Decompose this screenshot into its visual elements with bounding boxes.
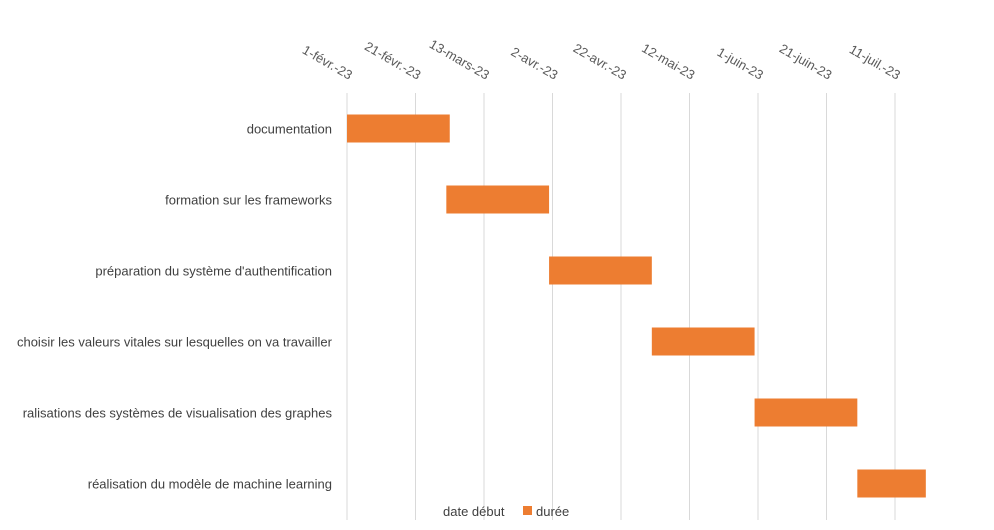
gantt-bar	[446, 185, 550, 214]
x-tick-labels: 1-févr.-23 21-févr.-23 13-mars-23 2-avr.-23…	[300, 36, 903, 82]
task-label: réalisation du modèle de machine learnin…	[88, 477, 332, 492]
x-tick-label: 21-juin-23	[777, 41, 835, 83]
gantt-bar	[857, 469, 926, 498]
legend-swatch-duree	[523, 506, 532, 515]
x-tick-label: 22-avr.-23	[571, 40, 629, 82]
x-tick-label: 2-avr.-23	[509, 44, 561, 83]
x-tick-label: 1-févr.-23	[300, 42, 355, 82]
x-tick-label: 21-févr.-23	[362, 39, 423, 83]
gantt-bar	[651, 327, 755, 356]
legend-label-date-debut: date début	[443, 504, 505, 519]
task-label: ralisations des systèmes de visualisatio…	[23, 406, 333, 421]
task-labels: documentation formation sur les framework…	[17, 122, 333, 492]
task-label: préparation du système d'authentificatio…	[95, 264, 332, 279]
gridlines	[346, 93, 896, 520]
x-tick-label: 13-mars-23	[427, 36, 492, 82]
gantt-bar	[347, 114, 450, 143]
x-tick-label: 1-juin-23	[715, 44, 766, 82]
legend-label-duree: durée	[536, 504, 569, 519]
x-tick-label: 12-mai-23	[639, 40, 697, 82]
legend: date début durée	[443, 504, 569, 519]
gantt-bar	[549, 256, 652, 285]
gantt-bar	[754, 398, 858, 427]
task-label: formation sur les frameworks	[165, 193, 332, 208]
task-label: documentation	[247, 122, 332, 137]
x-tick-label: 11-juil.-23	[847, 42, 903, 83]
task-label: choisir les valeurs vitales sur lesquell…	[17, 335, 333, 350]
duration-bars	[347, 114, 926, 498]
